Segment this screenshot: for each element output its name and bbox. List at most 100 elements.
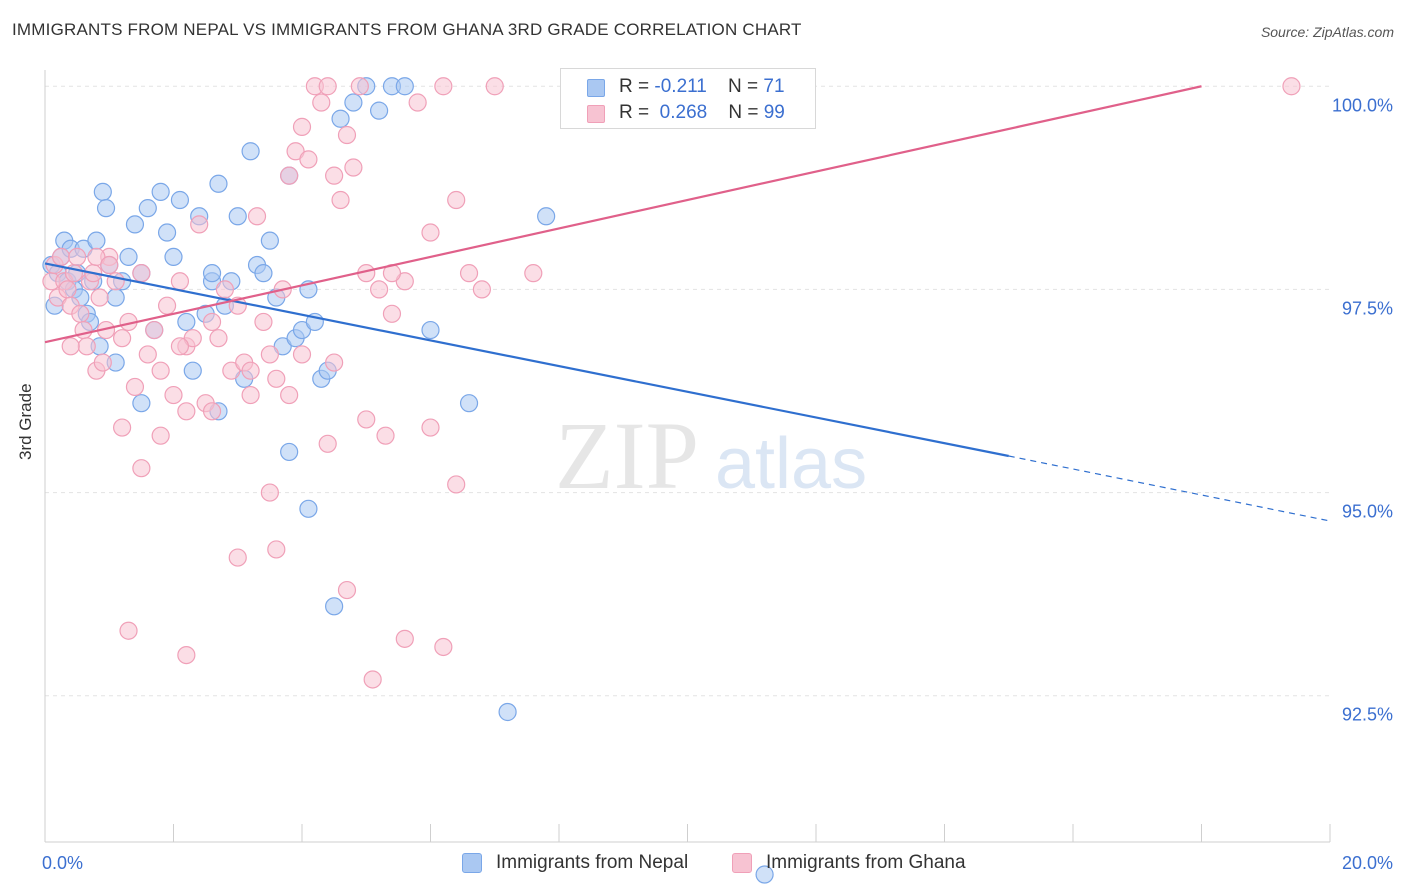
ghana-point (164, 385, 183, 405)
ghana-point (337, 580, 357, 600)
ghana-point (177, 645, 196, 665)
ghana-point (331, 190, 350, 210)
ghana-point (447, 190, 466, 210)
ghana-point (100, 255, 119, 275)
ghana-point (77, 337, 96, 356)
ghana-point (1282, 77, 1301, 96)
ghana-point (247, 207, 267, 226)
ghana-point (151, 426, 170, 445)
ghana-point (337, 125, 357, 145)
nepal-point (292, 320, 312, 340)
bottom-legend-label-nepal: Immigrants from Nepal (496, 852, 689, 873)
legend-swatch-ghana (587, 105, 605, 123)
correlation-legend: R = -0.211 N = 71 R = 0.268 N = 99 (560, 68, 816, 129)
ghana-point (183, 329, 202, 348)
ghana-point (459, 264, 479, 283)
chart-title: IMMIGRANTS FROM NEPAL VS IMMIGRANTS FROM… (12, 20, 802, 39)
legend-swatch-nepal (587, 79, 605, 97)
nepal-point (164, 247, 183, 267)
ghana-point (93, 353, 112, 372)
nepal-trend-extension (1008, 455, 1331, 522)
nepal-point (170, 190, 190, 210)
y-tick-label: 97.5% (1342, 298, 1393, 318)
ghana-point (190, 215, 209, 234)
ghana-point (177, 402, 196, 421)
nepal-point (106, 288, 125, 307)
y-tick-labels: 92.5% 95.0% 97.5% 100.0% (1332, 95, 1393, 724)
ghana-point (292, 345, 312, 364)
ghana-point (318, 77, 337, 96)
nepal-point (202, 264, 222, 283)
ghana-point (58, 280, 77, 299)
series-ghana-points (42, 77, 1301, 689)
nepal-point (331, 109, 350, 128)
ghana-point (254, 312, 273, 332)
nepal-point (325, 597, 344, 616)
nepal-point (280, 442, 299, 462)
nepal-point (87, 231, 106, 250)
ghana-point (363, 670, 382, 689)
legend-n-label: N = (727, 76, 759, 97)
ghana-point (350, 77, 369, 96)
ghana-point (280, 166, 299, 185)
ghana-point (61, 337, 80, 356)
nepal-point (93, 182, 112, 201)
ghana-point (267, 369, 286, 388)
x-tick-label-max: 20.0% (1342, 853, 1393, 873)
nepal-point (241, 142, 260, 161)
nepal-point (299, 499, 318, 518)
nepal-trend-line (44, 262, 1009, 458)
ghana-point (170, 337, 190, 356)
ghana-point (447, 475, 466, 494)
ghana-point (344, 158, 363, 177)
ghana-point (138, 345, 157, 364)
ghana-point (485, 77, 504, 96)
nepal-point (157, 223, 177, 242)
nepal-point (228, 207, 247, 226)
y-tick-label: 100.0% (1332, 95, 1393, 115)
x-tick-label-min: 0.0% (42, 853, 83, 873)
nepal-point (537, 207, 556, 226)
ghana-point (71, 304, 90, 323)
ghana-point (434, 77, 453, 96)
ghana-point (151, 361, 170, 380)
ghana-trend-line (44, 85, 1202, 344)
ghana-point (421, 223, 440, 242)
ghana-point (87, 247, 106, 267)
ghana-point (209, 329, 228, 348)
bottom-legend-label-ghana: Immigrants from Ghana (766, 852, 966, 873)
ghana-point (421, 418, 440, 437)
ghana-point (228, 548, 247, 567)
bottom-legend-swatch-ghana (732, 853, 752, 873)
x-axis-ticks (44, 824, 1331, 842)
ghana-point (215, 280, 234, 299)
bottom-legend-swatch-nepal (462, 853, 482, 873)
ghana-point (395, 629, 414, 648)
legend-n-value-nepal: 71 (763, 76, 785, 97)
ghana-point (241, 361, 260, 380)
y-tick-label: 95.0% (1342, 502, 1393, 522)
legend-r-value-nepal: -0.211 (654, 76, 707, 97)
legend-text-nepal: R = -0.211 N = 71 (619, 76, 785, 98)
nepal-point (151, 182, 170, 201)
legend-r-label: R = (619, 76, 650, 97)
ghana-point (119, 621, 138, 640)
nepal-point (273, 337, 292, 356)
ghana-point (376, 426, 395, 445)
nepal-point (755, 865, 774, 884)
ghana-point (241, 385, 260, 405)
ghana-point (325, 353, 344, 372)
nepal-point (370, 101, 389, 120)
ghana-point (260, 345, 279, 364)
ghana-point (112, 418, 132, 437)
ghana-point (202, 312, 222, 332)
ghana-point (157, 296, 177, 315)
ghana-point (395, 272, 414, 291)
nepal-point (125, 215, 145, 234)
nepal-point (254, 264, 273, 283)
y-tick-label: 92.5% (1342, 705, 1393, 725)
legend-n-label: N = (728, 102, 759, 123)
nepal-point (459, 394, 479, 413)
ghana-point (260, 483, 279, 502)
